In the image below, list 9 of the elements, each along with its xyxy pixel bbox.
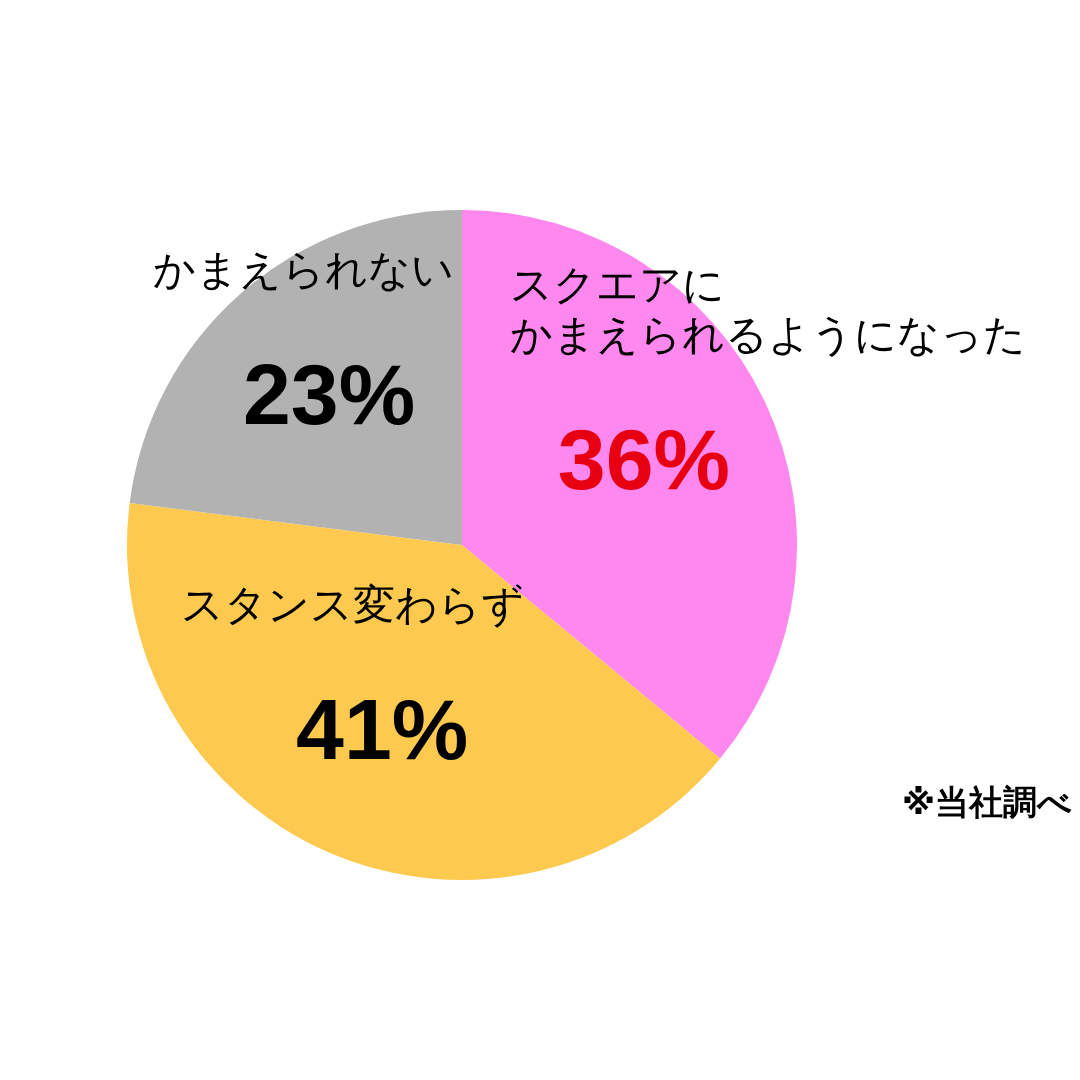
slice-label: かまえられない <box>152 245 454 295</box>
slice-label: スクエアにかまえられるようになった <box>510 260 1026 360</box>
text: ※当社調べ <box>901 781 1072 824</box>
pie-slice <box>127 503 721 880</box>
slice-label: スタンス変わらず <box>180 580 524 630</box>
data-label: 36% <box>557 411 730 508</box>
pie-slice <box>129 210 462 545</box>
data-label: 23% <box>243 346 416 443</box>
data-label: 41% <box>296 681 469 778</box>
